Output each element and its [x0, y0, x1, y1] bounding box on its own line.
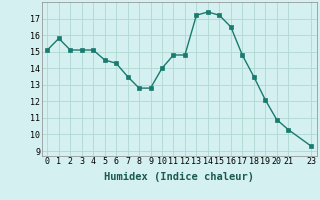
X-axis label: Humidex (Indice chaleur): Humidex (Indice chaleur)	[104, 172, 254, 182]
